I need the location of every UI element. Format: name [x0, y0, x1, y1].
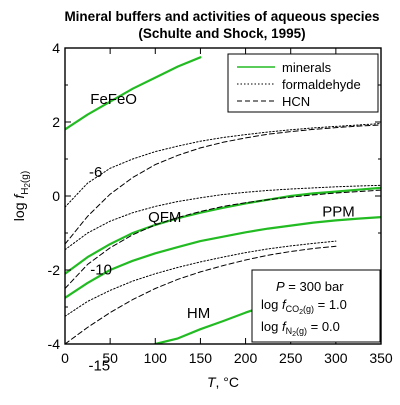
n2-sub: N	[286, 326, 293, 336]
y-axis-label-sub: H	[20, 187, 31, 194]
series-line-dotted-8	[65, 240, 337, 317]
n2-value: = 0.0	[307, 319, 340, 334]
y-tick-label: -4	[48, 336, 61, 352]
n2-paren: (g)	[296, 326, 307, 336]
co2-label: log fCO2(g) = 1.0	[261, 297, 347, 316]
curve-label-1: QFM	[148, 209, 181, 226]
pressure-var: P	[276, 279, 285, 294]
curve-label-4: -6	[89, 164, 102, 181]
co2-log: log	[261, 297, 282, 312]
x-axis-label-var: T	[207, 374, 217, 390]
x-axis-label-unit: , °C	[216, 374, 240, 390]
x-tick-label: 350	[369, 350, 393, 366]
co2-sub2: 2	[299, 309, 303, 316]
co2-paren: (g)	[303, 304, 314, 314]
legend-label-minerals: minerals	[282, 60, 332, 75]
y-axis-label: log fH2(g)	[11, 171, 32, 221]
n2-log: log	[261, 319, 282, 334]
curve-label-0: FeFeO	[90, 91, 137, 108]
series-line-ppm	[65, 216, 381, 299]
x-tick-label: 150	[189, 350, 213, 366]
y-tick-label: 2	[52, 114, 60, 130]
tick-layer: 0 50 100 150 200 250 300 350 -4 -2 0 2 4	[48, 40, 393, 366]
y-axis-label-log: log	[11, 199, 27, 222]
x-tick-label: 250	[279, 350, 303, 366]
co2-value: = 1.0	[314, 297, 347, 312]
curve-label-2: PPM	[322, 203, 355, 220]
y-axis-label-paren: (g)	[20, 171, 31, 183]
y-axis-label-f: f	[11, 193, 27, 199]
series-line-dotted-6	[65, 184, 381, 251]
co2-sub: CO	[286, 304, 300, 314]
pressure-label: P = 300 bar	[276, 279, 344, 294]
series-line-dashed-7	[65, 189, 381, 289]
conditions-box: P = 300 bar log fCO2(g) = 1.0 log fN2(g)…	[251, 269, 381, 343]
series-line-dashed-9	[65, 245, 337, 344]
curve-label-5: -10	[90, 261, 112, 278]
n2-label: log fN2(g) = 0.0	[261, 319, 340, 338]
legend-box	[227, 53, 379, 113]
curve-label-6: -15	[88, 358, 110, 375]
x-tick-label: 200	[234, 350, 258, 366]
series-line-fefeo	[65, 56, 202, 131]
legend: minerals formaldehyde HCN	[227, 53, 379, 113]
legend-label-formaldehyde: formaldehyde	[282, 77, 361, 92]
n2-sub2: 2	[292, 331, 296, 338]
y-tick-label: -2	[48, 262, 61, 278]
y-tick-label: 4	[52, 40, 60, 56]
x-axis-label: T, °C	[207, 374, 239, 390]
legend-label-hcn: HCN	[282, 94, 310, 109]
n2-f: f	[282, 319, 287, 334]
series-line-dotted-4	[65, 123, 381, 208]
series-line-dashed-5	[65, 124, 381, 245]
chart-title: Mineral buffers and activities of aqueou…	[64, 9, 379, 24]
x-tick-label: 50	[102, 350, 118, 366]
y-axis-label-sub2: 2	[23, 182, 32, 187]
x-tick-label: 300	[324, 350, 348, 366]
series-line-qfm	[65, 186, 381, 275]
co2-f: f	[282, 297, 287, 312]
curve-label-3: HM	[187, 305, 210, 322]
annotation-layer: FeFeO QFM PPM HM -6 -10 -15	[88, 91, 354, 374]
x-tick-label: 100	[144, 350, 168, 366]
series-layer	[65, 56, 381, 344]
pressure-value: = 300 bar	[285, 279, 345, 294]
y-tick-label: 0	[52, 188, 60, 204]
x-tick-label: 0	[61, 350, 69, 366]
chart-subtitle: (Schulte and Shock, 1995)	[138, 26, 305, 41]
conditions-frame	[251, 269, 381, 343]
